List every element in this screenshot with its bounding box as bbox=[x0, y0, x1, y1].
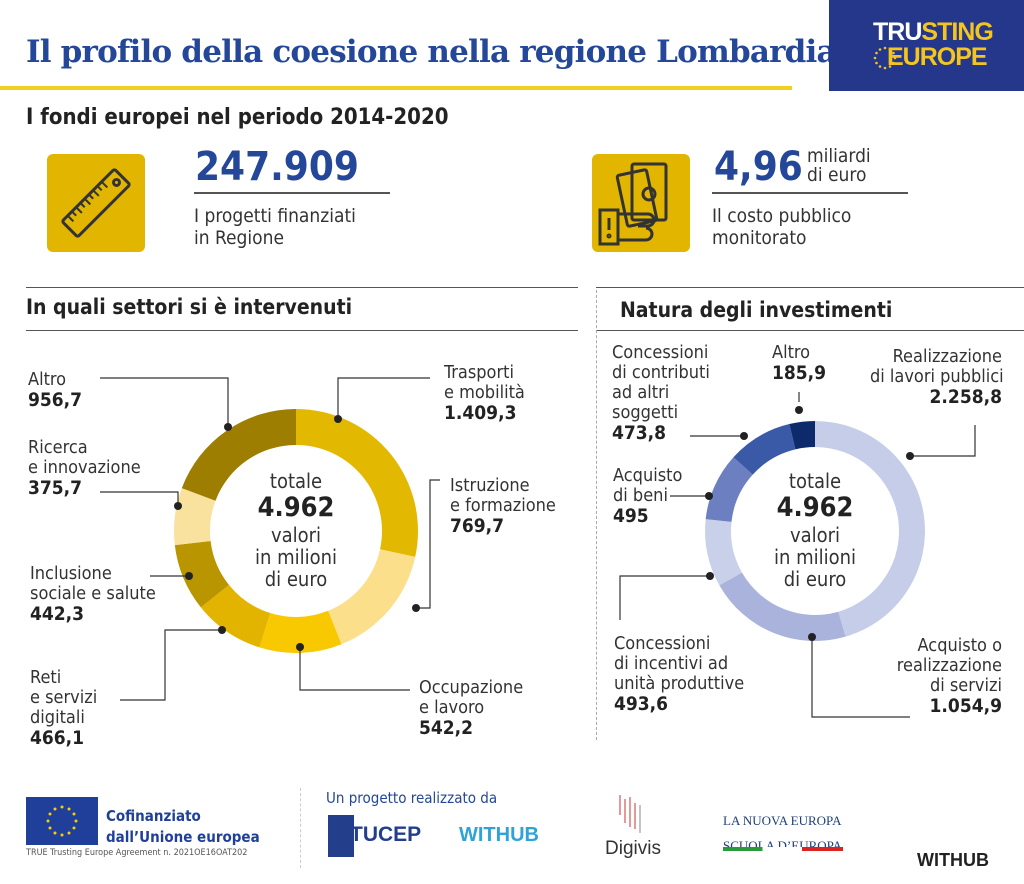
project-by-text: Un progetto realizzato da bbox=[326, 789, 498, 807]
label-ricerca: Ricerca e innovazione 375,7 bbox=[28, 437, 141, 499]
leader-lines bbox=[100, 377, 976, 718]
trusting-europe-logo: TRUSTING EUROPE bbox=[829, 0, 1024, 91]
donut-slice-inclusione-sociale-e-salute bbox=[174, 540, 229, 608]
column-divider bbox=[596, 290, 597, 740]
tucep-logo: TUCEP bbox=[328, 815, 428, 857]
investments-heading: Natura degli investimenti bbox=[620, 298, 893, 322]
projects-desc: I progetti finanziati in Regione bbox=[194, 205, 356, 249]
divider bbox=[596, 287, 1024, 288]
investments-donut-center: totale 4.962 valori in milioni di euro bbox=[773, 469, 857, 591]
label-concessioni-contributi: Concessioni di contributi ad altri soggetti… bbox=[612, 342, 710, 444]
label-istruzione: Istruzione e formazione 769,7 bbox=[450, 475, 556, 537]
public-cost-unit: miliardi di euro bbox=[807, 145, 871, 186]
label-concessioni-incentivi: Concessioni di incentivi ad unità produtti… bbox=[614, 633, 745, 715]
donut-slice-istruzione-e-formazione bbox=[328, 549, 416, 645]
agreement-text: TRUE Trusting Europe Agreement n. 2021OE… bbox=[26, 848, 248, 858]
divider bbox=[26, 287, 578, 288]
page-title: Il profilo della coesione nella regione … bbox=[26, 34, 837, 70]
label-inclusione: Inclusione sociale e salute 442,3 bbox=[30, 563, 156, 625]
divider bbox=[300, 788, 301, 868]
leader-dots bbox=[174, 406, 914, 651]
sectors-donut-center: totale 4.962 valori in milioni di euro bbox=[254, 469, 338, 591]
investments-donut bbox=[704, 421, 925, 641]
logo-text: TRU bbox=[873, 18, 922, 46]
sectors-heading: In quali settori si è intervenuti bbox=[26, 295, 353, 319]
withub-logo: WITHUB bbox=[459, 824, 539, 846]
donut-slice-acquisto-o-realizzazione-di-servizi bbox=[719, 572, 846, 641]
label-occupazione: Occupazione e lavoro 542,2 bbox=[419, 677, 524, 739]
projects-count: 247.909 bbox=[195, 144, 359, 190]
donut-slice-trasporti-e-mobilit- bbox=[296, 409, 418, 557]
label-reti: Reti e servizi digitali 466,1 bbox=[30, 667, 98, 749]
label-altro-investments: Altro 185,9 bbox=[772, 342, 827, 384]
divider bbox=[596, 330, 1024, 331]
donut-slice-acquisto-di-beni bbox=[705, 457, 753, 522]
ruler-icon bbox=[47, 154, 145, 252]
public-cost-desc: Il costo pubblico monitorato bbox=[712, 205, 852, 249]
label-acquisto-servizi: Acquisto o realizzazione di servizi 1.054,9 bbox=[896, 635, 1002, 717]
donut-slice-altro bbox=[789, 421, 815, 450]
donut-slice-ricerca-e-innovazione bbox=[174, 488, 216, 546]
donut-slice-concessioni-di-contributi-ad-altri-soggetti bbox=[733, 424, 796, 475]
logo-text: EUROPE bbox=[887, 43, 988, 71]
label-realizzazione: Realizzazione di lavori pubblici 2.258,8 bbox=[870, 346, 1004, 408]
label-trasporti: Trasporti e mobilità 1.409,3 bbox=[444, 362, 525, 424]
donut-slice-occupazione-e-lavoro bbox=[259, 610, 342, 653]
label-altro-sectors: Altro 956,7 bbox=[28, 369, 83, 411]
digivis-logo: Digivis bbox=[605, 838, 661, 859]
divider bbox=[712, 192, 908, 194]
sectors-donut bbox=[174, 409, 418, 653]
donut-slice-realizzazione-di-lavori-pubblici bbox=[815, 421, 925, 637]
section-subtitle: I fondi europei nel periodo 2014-2020 bbox=[26, 105, 449, 130]
public-cost-value: 4,96 bbox=[714, 144, 803, 190]
eu-flag bbox=[26, 797, 98, 845]
label-acquisto-beni: Acquisto di beni 495 bbox=[613, 465, 683, 527]
divider bbox=[194, 192, 390, 194]
money-hand-icon bbox=[592, 154, 690, 252]
donut-slice-concessioni-di-incentivi-ad-unit-produttive bbox=[704, 519, 742, 586]
eu-cofunded-text: Cofinanziato dall’Unione europea bbox=[106, 807, 260, 846]
eu-stars-icon bbox=[873, 46, 897, 70]
withub-logo-footer: WITHUB bbox=[917, 850, 989, 870]
logo-text: STING bbox=[921, 18, 993, 46]
title-underline bbox=[0, 86, 792, 90]
italian-flag-bar bbox=[723, 847, 843, 851]
donut-slice-reti-e-servizi-digitali bbox=[200, 584, 271, 648]
divider bbox=[26, 330, 578, 331]
donut-slice-altro bbox=[181, 409, 296, 501]
digivis-mark bbox=[619, 795, 641, 833]
